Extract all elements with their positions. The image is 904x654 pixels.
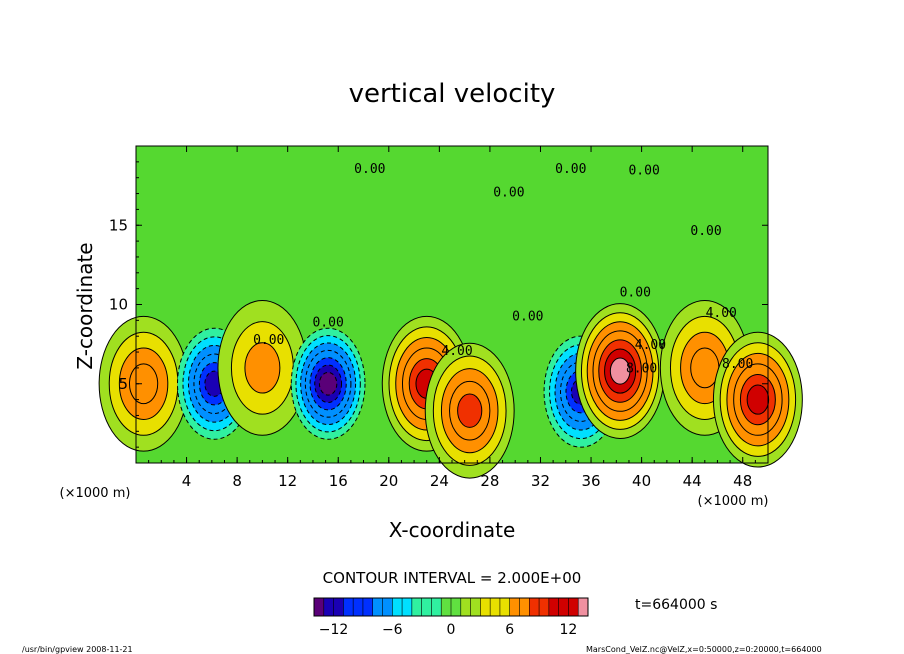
colorbar-segment <box>343 598 354 616</box>
contour-level <box>609 357 631 385</box>
contour-label: 8.00 <box>626 362 657 377</box>
field-updraft-8 <box>575 303 666 439</box>
y-axis-label: Z-coordinate <box>73 242 97 369</box>
colorbar-segment <box>578 598 589 616</box>
contour-label: 0.00 <box>628 164 659 179</box>
x-tick-label: 44 <box>683 472 702 490</box>
colorbar-segment <box>372 598 383 616</box>
x-axis-ticks: 4 8 12 16 20 24 28 32 36 40 44 48 <box>148 146 756 490</box>
x-tick-label: 4 <box>182 472 192 490</box>
contour-level <box>244 342 281 394</box>
x-tick-label: 12 <box>278 472 297 490</box>
y-tick-label: 10 <box>109 296 128 314</box>
colorbar-segment <box>539 598 550 616</box>
contour-label: 0.00 <box>512 309 543 324</box>
field-downdraft-4 <box>290 327 366 440</box>
x-tick-label: 36 <box>581 472 600 490</box>
colorbar-segment <box>314 598 325 616</box>
contour-label: 0.00 <box>493 186 524 201</box>
y-tick-label: 15 <box>109 216 128 234</box>
contour-label: 4.00 <box>441 344 472 359</box>
contour-label: 8.00 <box>722 357 753 372</box>
contour-label: 0.00 <box>253 333 284 348</box>
contour-level <box>128 363 159 405</box>
colorbar-segment <box>333 598 344 616</box>
field-updraft-3 <box>217 300 308 436</box>
contour-label: 0.00 <box>555 162 586 177</box>
colorbar-tick-label: −12 <box>319 622 349 638</box>
colorbar-segment <box>480 598 491 616</box>
x-tick-label: 8 <box>232 472 242 490</box>
x-axis-label: X-coordinate <box>389 518 516 542</box>
colorbar-segment <box>362 598 374 616</box>
colorbar-segment <box>529 598 540 616</box>
contour-level <box>318 371 338 396</box>
contour-label: 4.00 <box>706 306 737 321</box>
colorbar-segment <box>353 598 364 616</box>
contour-level <box>457 393 483 428</box>
x-unit-label-right: (×1000 m) <box>698 494 769 509</box>
x-tick-label: 40 <box>632 472 651 490</box>
colorbar-segment <box>548 598 560 616</box>
colorbar-segment <box>499 598 511 616</box>
colorbar-segment <box>470 598 481 616</box>
x-tick-label: 16 <box>329 472 348 490</box>
contour-labels: 0.00 0.00 0.00 0.00 0.00 0.00 0.00 0.00 0.00 4.00… <box>253 162 753 377</box>
x-tick-label: 24 <box>430 472 449 490</box>
colorbar-tick-label: 0 <box>447 622 456 638</box>
contour-label: 0.00 <box>620 286 651 301</box>
contour-interval-text: CONTOUR INTERVAL = 2.000E+00 <box>323 569 582 587</box>
colorbar-segment <box>509 598 520 616</box>
x-tick-label: 28 <box>480 472 499 490</box>
footer-source: MarsCond_VelZ.nc@VelZ,x=0:50000,z=0:2000… <box>586 645 822 654</box>
colorbar-segment <box>431 598 442 616</box>
colorbar-tick-label: 6 <box>505 622 514 638</box>
chart-title: vertical velocity <box>349 79 556 109</box>
colorbar-segment <box>460 598 472 616</box>
colorbar <box>313 597 589 617</box>
plot-area: 0.00 0.00 0.00 0.00 0.00 0.00 0.00 0.00 0.00 4.00… <box>98 145 803 490</box>
colorbar-segment <box>411 598 423 616</box>
colorbar-segment <box>568 598 579 616</box>
colorbar-segment <box>382 598 393 616</box>
contour-label: 0.00 <box>354 162 385 177</box>
x-tick-label: 20 <box>379 472 398 490</box>
colorbar-segment <box>441 598 452 616</box>
field-updraft-10 <box>712 331 803 468</box>
x-tick-label: 48 <box>733 472 752 490</box>
colorbar-segment <box>392 598 403 616</box>
contour-label: 4.00 <box>635 338 666 353</box>
colorbar-ticks: −12 −6 0 6 12 <box>319 622 578 638</box>
velocity-field <box>98 300 803 479</box>
field-updraft-1 <box>98 315 189 452</box>
colorbar-segment <box>519 598 530 616</box>
x-unit-label-left: (×1000 m) <box>60 486 131 501</box>
colorbar-tick-label: 12 <box>560 622 578 638</box>
contour-label: 0.00 <box>690 224 721 239</box>
contour-level <box>746 384 770 415</box>
time-label: t=664000 s <box>635 597 717 613</box>
colorbar-segment <box>451 598 462 616</box>
colorbar-segment <box>323 598 335 616</box>
x-tick-label: 32 <box>531 472 550 490</box>
colorbar-segment <box>490 598 501 616</box>
colorbar-segment <box>558 598 569 616</box>
contour-label: 0.00 <box>312 316 343 331</box>
field-updraft-6 <box>424 342 515 479</box>
y-axis-ticks: 5 10 15 <box>109 161 768 448</box>
colorbar-segment <box>402 598 413 616</box>
footer-program: /usr/bin/gpview 2008-11-21 <box>22 645 133 654</box>
colorbar-frame <box>313 597 589 617</box>
y-tick-label: 5 <box>118 375 128 393</box>
colorbar-tick-label: −6 <box>382 622 403 638</box>
colorbar-segment <box>421 598 432 616</box>
